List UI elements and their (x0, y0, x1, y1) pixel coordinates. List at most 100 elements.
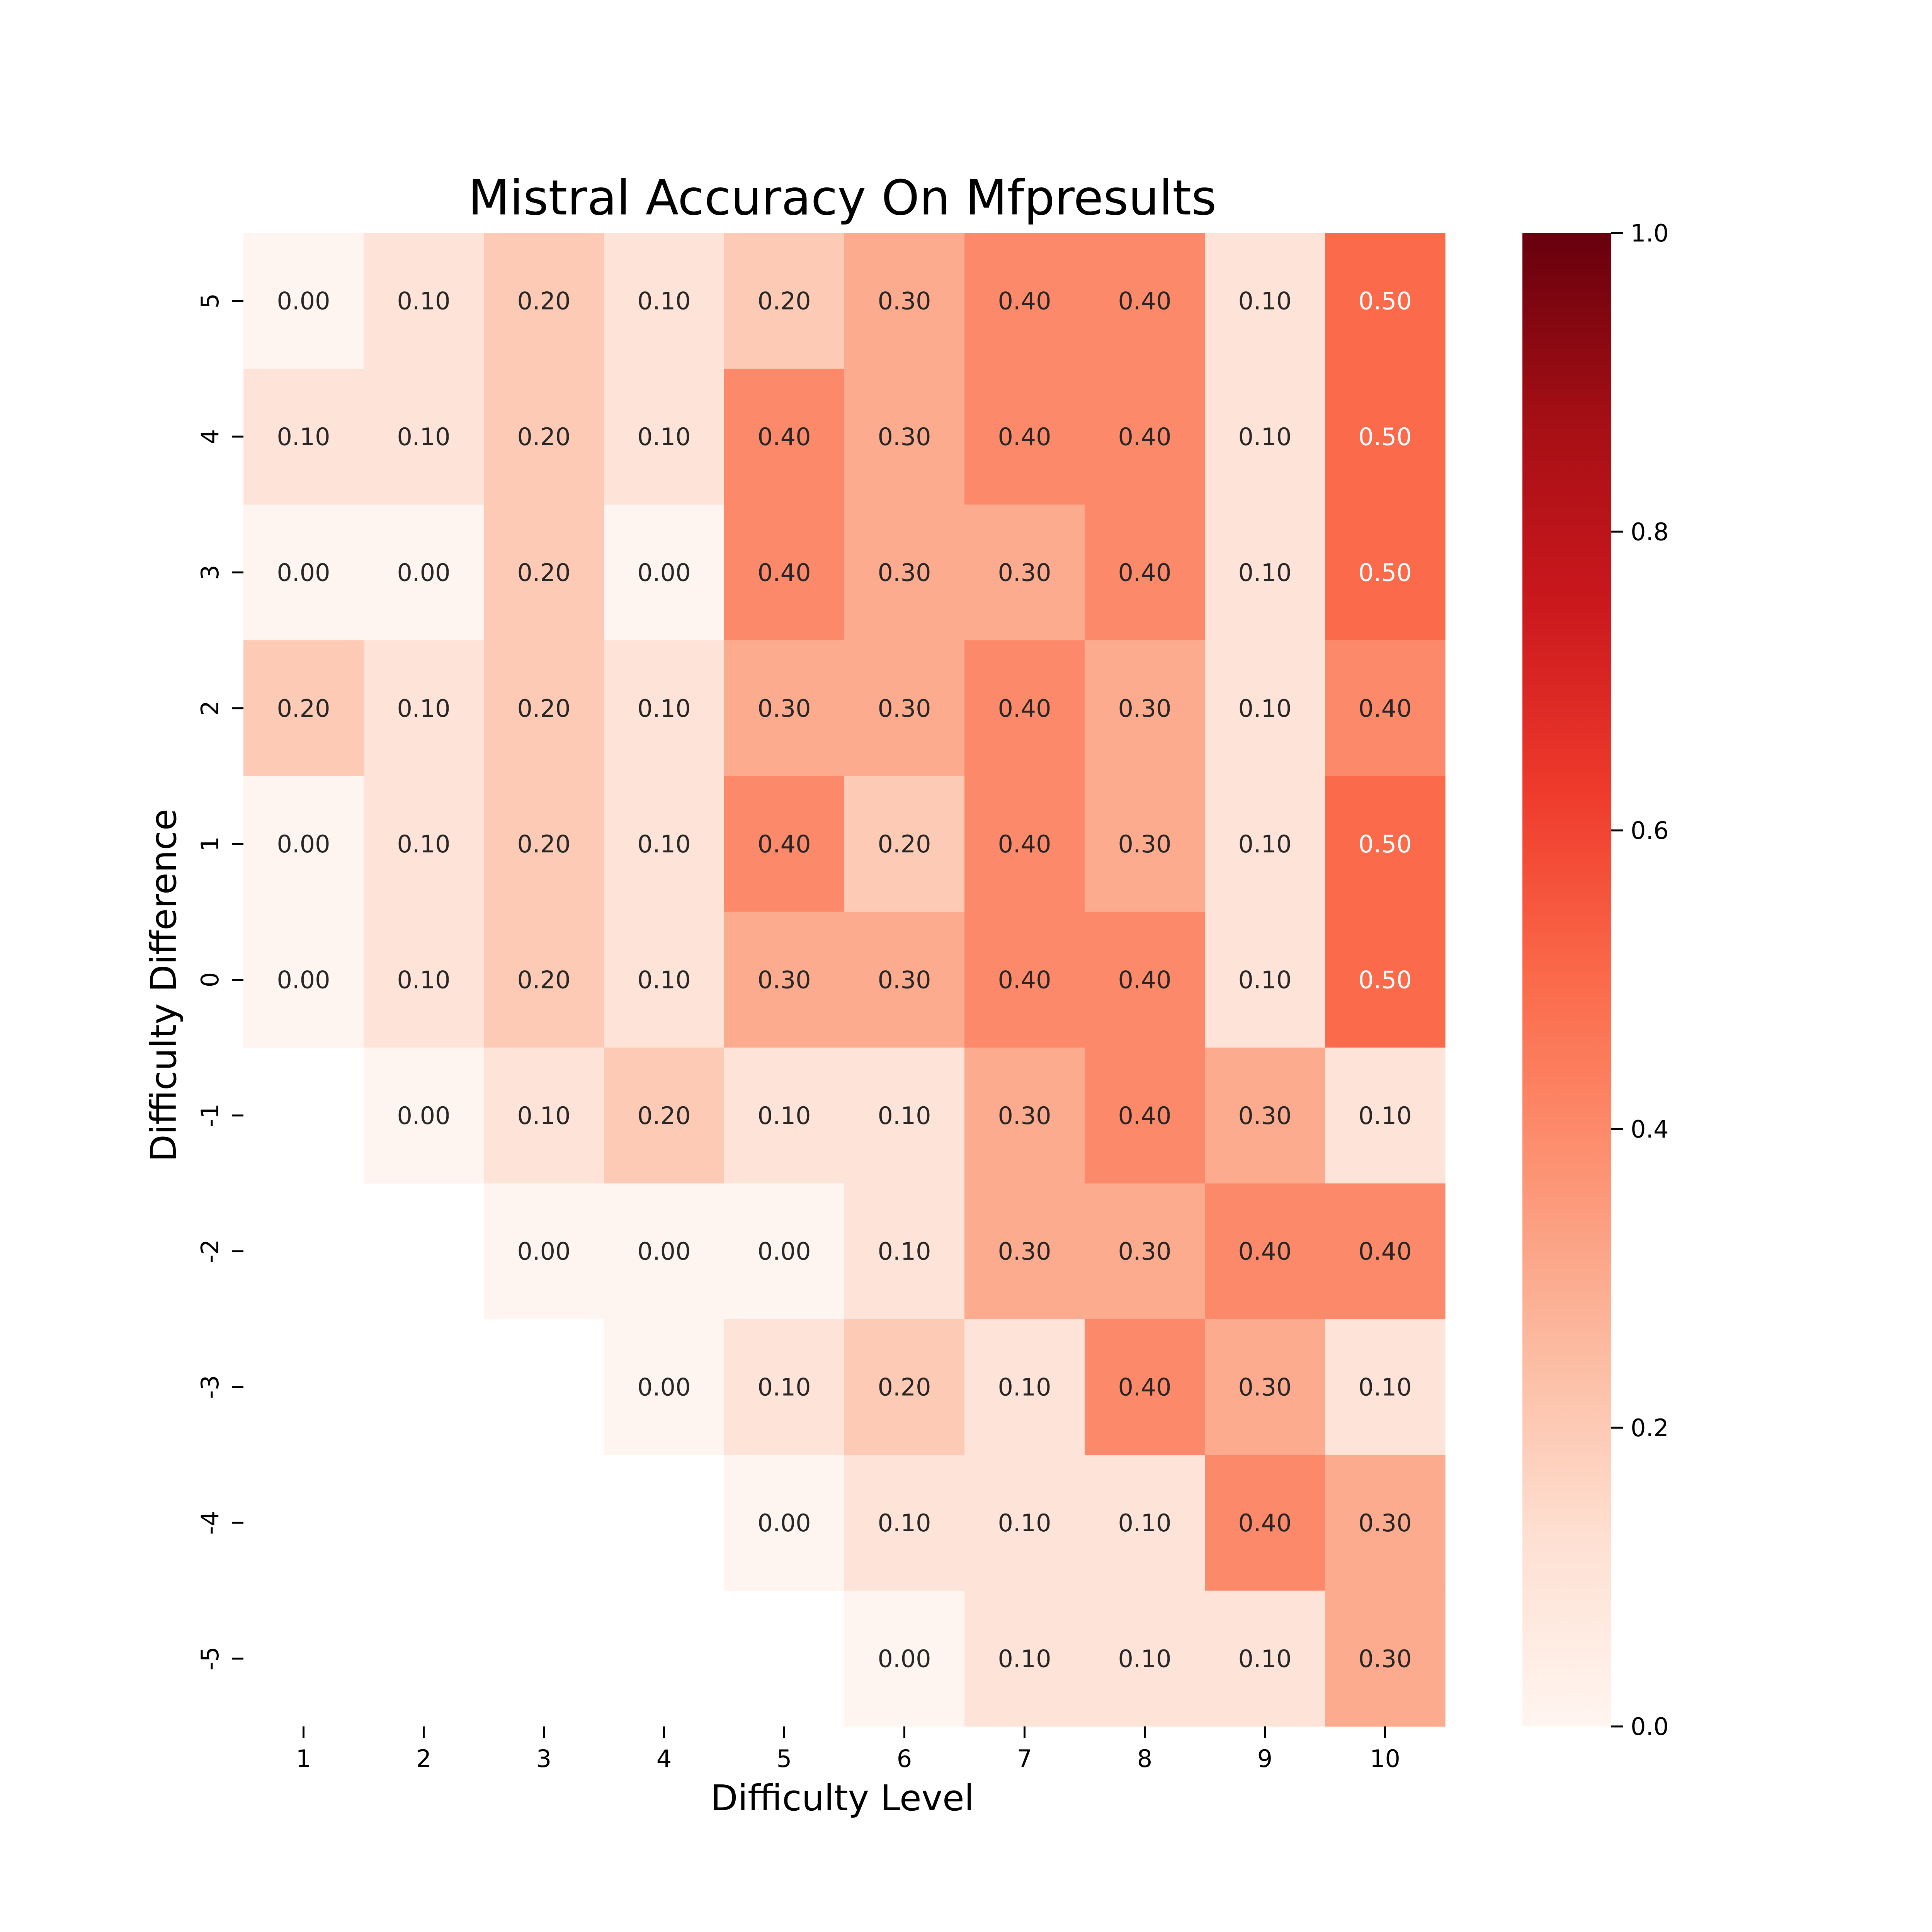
cell-value-label: 0.30 (878, 287, 931, 315)
heatmap-cell (844, 1455, 965, 1591)
colorbar-tick-label: 0.8 (1631, 518, 1669, 546)
heatmap-cell (243, 640, 364, 777)
cell-value-label: 0.40 (1118, 287, 1171, 315)
cell-value-label: 0.40 (1358, 1237, 1412, 1265)
heatmap-cell (1085, 640, 1205, 777)
heatmap-cell (1085, 369, 1205, 505)
cell-value-label: 0.10 (998, 1645, 1051, 1673)
y-tick-label: -1 (196, 1104, 224, 1128)
heatmap-cell (844, 504, 965, 641)
heatmap-cell (604, 1183, 724, 1320)
cell-value-label: 0.40 (757, 830, 811, 858)
cell-value-label: 0.10 (1238, 966, 1291, 994)
cell-value-label: 0.30 (878, 966, 931, 994)
cell-value-label: 0.00 (637, 1373, 690, 1401)
heatmap-cell (604, 912, 724, 1048)
heatmap-cell (243, 504, 364, 641)
cell-value-label: 0.40 (1238, 1237, 1291, 1265)
x-tick-label: 7 (1017, 1745, 1032, 1773)
heatmap-cell (1205, 1319, 1325, 1455)
heatmap-cell (1325, 776, 1446, 912)
heatmap-cell (844, 1590, 965, 1727)
heatmap-cell (844, 233, 965, 369)
heatmap-cell (1205, 640, 1325, 777)
cell-value-label: 0.10 (998, 1509, 1051, 1537)
heatmap-cell (484, 776, 604, 912)
cell-value-label: 0.10 (1358, 1373, 1412, 1401)
heatmap-cell (1325, 1455, 1446, 1591)
cell-value-label: 0.30 (1358, 1509, 1412, 1537)
heatmap-cell (604, 369, 724, 505)
cell-value-label: 0.00 (397, 1102, 450, 1130)
heatmap-cell (1205, 912, 1325, 1048)
cell-value-label: 0.10 (878, 1237, 931, 1265)
cell-value-label: 0.30 (1238, 1373, 1291, 1401)
heatmap-cell (964, 1048, 1085, 1184)
cell-value-label: 0.30 (1238, 1102, 1291, 1130)
cell-value-label: 0.40 (998, 423, 1051, 451)
y-tick-label: -4 (196, 1511, 224, 1535)
heatmap-cell (243, 776, 364, 912)
cell-value-label: 0.20 (517, 423, 570, 451)
cell-value-label: 0.50 (1358, 830, 1412, 858)
cell-value-label: 0.10 (637, 966, 690, 994)
x-axis-label: Difficulty Level (711, 1777, 974, 1819)
cell-value-label: 0.40 (1238, 1509, 1291, 1537)
heatmap-cell (484, 504, 604, 641)
cell-value-label: 0.10 (878, 1509, 931, 1537)
cell-value-label: 0.50 (1358, 558, 1412, 587)
cell-value-label: 0.40 (1118, 1102, 1171, 1130)
x-tick-label: 3 (536, 1745, 551, 1773)
cell-value-label: 0.10 (757, 1102, 811, 1130)
cell-value-label: 0.10 (1238, 694, 1291, 723)
cell-value-label: 0.00 (277, 966, 330, 994)
cell-value-label: 0.00 (878, 1645, 931, 1673)
cell-value-label: 0.30 (998, 1102, 1051, 1130)
heatmap-cell (724, 233, 845, 369)
heatmap-cell (1085, 776, 1205, 912)
cell-value-label: 0.30 (1118, 1237, 1171, 1265)
heatmap-cell (1205, 1455, 1325, 1591)
cell-value-label: 0.30 (1118, 694, 1171, 723)
x-axis-ticks: 1 2 3 4 5 6 7 8 9 10 (296, 1726, 1400, 1773)
heatmap-cell (724, 504, 845, 641)
cell-value-label: 0.30 (878, 423, 931, 451)
heatmap-cell (604, 504, 724, 641)
heatmap-cell (724, 640, 845, 777)
cell-value-label: 0.10 (397, 830, 450, 858)
heatmap-cell (604, 1048, 724, 1184)
cell-value-label: 0.10 (637, 694, 690, 723)
x-tick-label: 5 (777, 1745, 792, 1773)
heatmap-cell (1325, 1183, 1446, 1320)
heatmap-cell (243, 369, 364, 505)
heatmap-cell (1325, 912, 1446, 1048)
cell-value-label: 0.40 (757, 423, 811, 451)
heatmap-cell (484, 369, 604, 505)
cell-value-label: 0.30 (998, 1237, 1051, 1265)
heatmap-cell (844, 640, 965, 777)
heatmap-cell (964, 776, 1085, 912)
heatmap-cell (964, 504, 1085, 641)
cell-value-label: 0.10 (1238, 1645, 1291, 1673)
cell-value-label: 0.40 (998, 694, 1051, 723)
heatmap-cell (364, 640, 484, 777)
heatmap-cell (1085, 233, 1205, 369)
heatmap-cell (1085, 1319, 1205, 1455)
heatmap-cell (724, 1455, 845, 1591)
cell-value-label: 0.00 (637, 1237, 690, 1265)
heatmap-cell (364, 1048, 484, 1184)
cell-value-label: 0.20 (757, 287, 811, 315)
cell-value-label: 0.30 (878, 694, 931, 723)
heatmap-cell (724, 1048, 845, 1184)
y-tick-label: 5 (196, 293, 224, 308)
cell-value-label: 0.10 (397, 966, 450, 994)
heatmap-cell (364, 233, 484, 369)
heatmap-cell (604, 776, 724, 912)
heatmap-cells: 0.00 0.10 0.20 0.10 0.20 0.30 0.40 0.40 0.10 0.50… (243, 233, 1446, 1727)
heatmap-cell (243, 233, 364, 369)
heatmap-cell (844, 912, 965, 1048)
heatmap-cell (1205, 1183, 1325, 1320)
colorbar (1522, 233, 1611, 1726)
y-tick-label: -3 (196, 1375, 224, 1399)
heatmap-cell (844, 776, 965, 912)
